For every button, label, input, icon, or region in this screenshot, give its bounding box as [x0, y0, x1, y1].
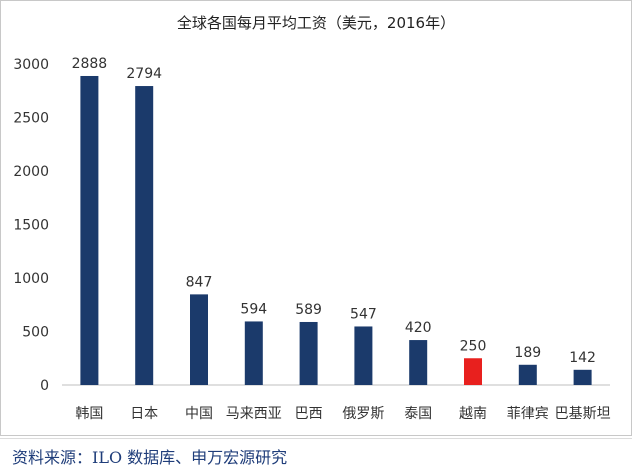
category-label: 越南 [459, 406, 487, 422]
category-label: 巴基斯坦 [555, 405, 611, 422]
data-label: 189 [514, 345, 541, 361]
bar [190, 294, 208, 385]
category-label: 韩国 [75, 406, 103, 422]
bar [244, 321, 263, 385]
data-labels: 2888 2794 847 594 589 547 420 250 189 142 [72, 56, 596, 366]
y-tick-labels: 0 500 1000 1500 2000 2500 3000 [13, 57, 49, 394]
category-label: 巴西 [295, 406, 323, 422]
data-label: 142 [569, 350, 596, 366]
data-label: 589 [295, 302, 322, 318]
bar [518, 364, 537, 385]
data-label: 420 [405, 320, 432, 336]
data-label: 2794 [126, 66, 162, 82]
y-tick-label: 2000 [13, 164, 49, 180]
data-label: 250 [460, 338, 487, 354]
source-divider [0, 438, 632, 439]
data-label: 547 [350, 306, 377, 322]
category-label: 俄罗斯 [342, 406, 384, 422]
y-tick-label: 2500 [13, 111, 49, 127]
category-label: 菲律宾 [507, 406, 549, 422]
bar [80, 75, 99, 385]
y-tick-label: 3000 [13, 57, 49, 73]
category-labels: 韩国 日本 中国 马来西亚 巴西 俄罗斯 泰国 越南 菲律宾 巴基斯坦 [75, 405, 610, 422]
y-tick-label: 0 [40, 378, 49, 394]
bar-chart: 0 500 1000 1500 2000 2500 3000 2888 2794 847 594 5… [13, 56, 610, 422]
chart-title: 全球各国每月平均工资（美元，2016年） [176, 14, 456, 32]
source-note: 资料来源：ILO 数据库、申万宏源研究 [12, 448, 288, 467]
bars [80, 75, 592, 386]
data-label: 594 [240, 301, 267, 317]
bar [354, 326, 373, 385]
bar [573, 369, 592, 385]
category-label: 马来西亚 [226, 406, 282, 422]
y-tick-label: 1000 [13, 271, 49, 287]
bar [299, 321, 318, 385]
data-label: 2888 [72, 56, 108, 72]
bar [409, 340, 428, 385]
category-label: 泰国 [404, 406, 432, 422]
bar [464, 358, 482, 385]
y-tick-label: 1500 [13, 218, 49, 234]
category-label: 中国 [185, 406, 213, 422]
y-tick-label: 500 [22, 325, 49, 341]
bar [135, 86, 154, 386]
category-label: 日本 [130, 406, 158, 422]
data-label: 847 [186, 274, 213, 290]
